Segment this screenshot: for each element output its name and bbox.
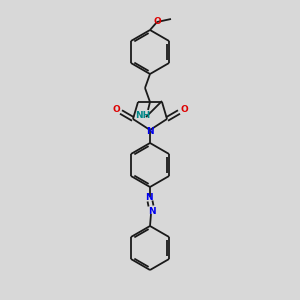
Text: NH: NH [135, 110, 151, 119]
Text: O: O [112, 106, 120, 115]
Text: O: O [180, 106, 188, 115]
Text: N: N [148, 206, 156, 215]
Text: N: N [146, 128, 154, 136]
Text: N: N [145, 194, 153, 202]
Text: O: O [153, 16, 161, 26]
